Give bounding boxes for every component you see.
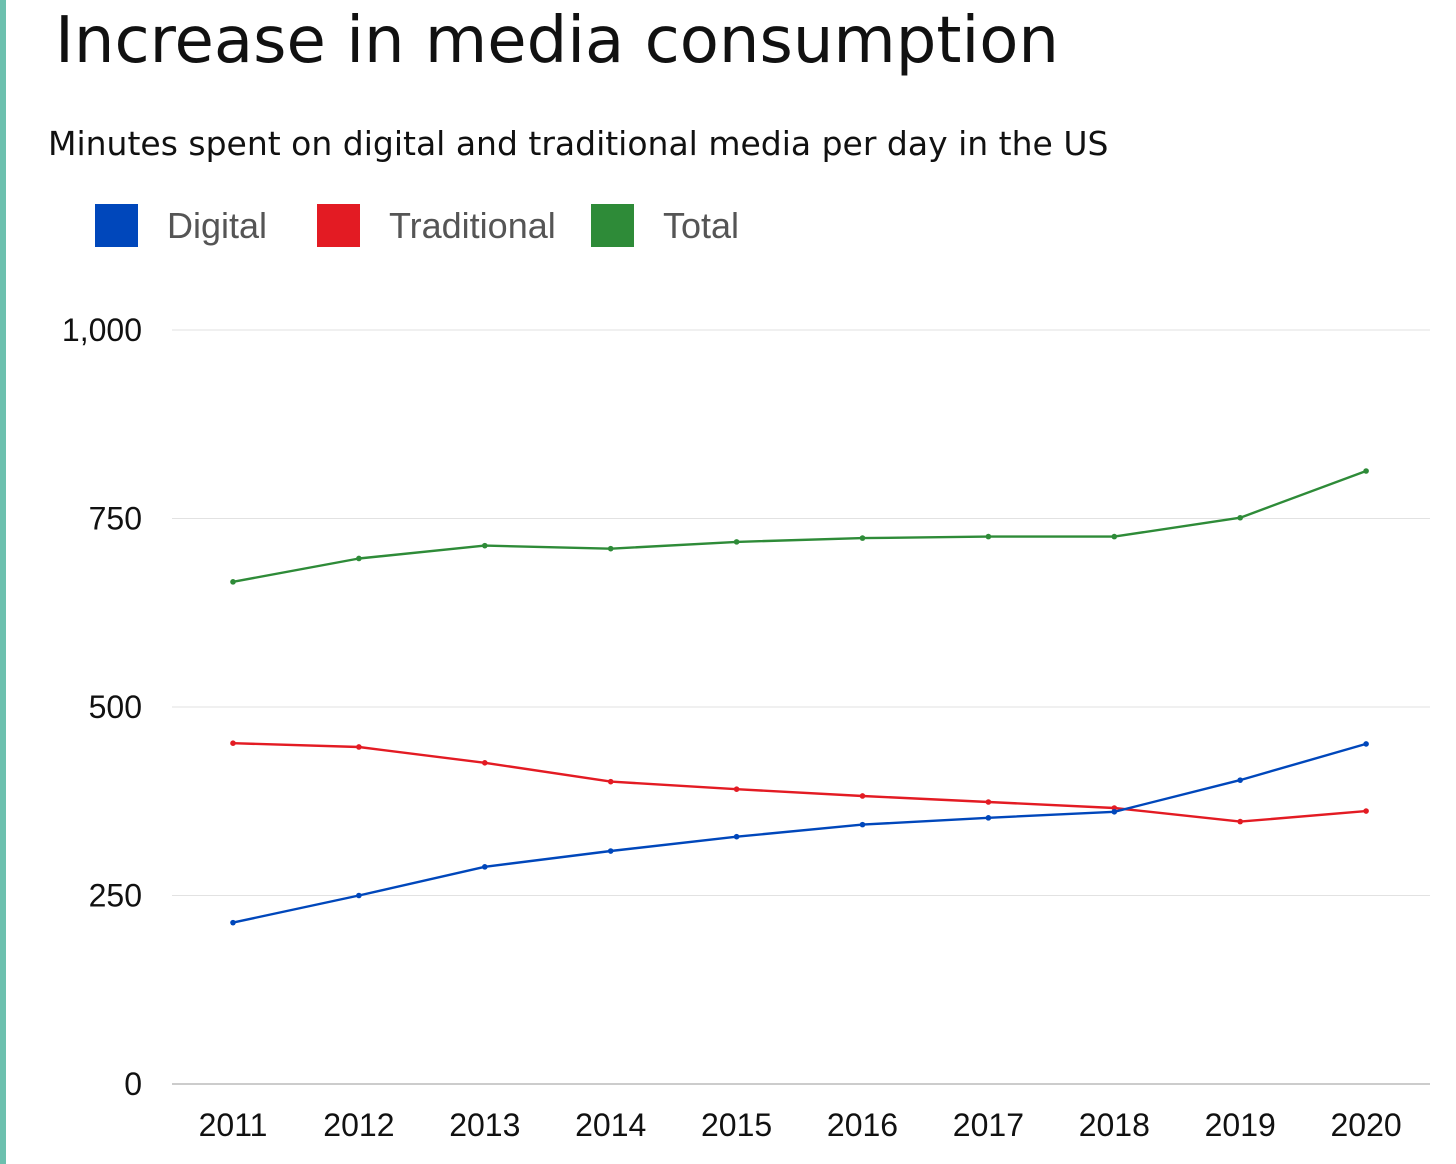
data-point-digital [1111,809,1118,815]
data-point-total [733,539,740,545]
data-point-total [1363,468,1369,474]
x-tick-label: 2018 [1079,1107,1150,1143]
data-point-digital [1363,741,1369,747]
data-point-digital [1237,777,1243,783]
data-point-digital [859,821,866,828]
x-tick-label: 2020 [1331,1107,1402,1143]
data-point-total [859,535,866,541]
data-point-total [1237,514,1243,521]
plot-area [230,468,1369,926]
legend-label-traditional: Traditional [389,205,556,246]
y-tick-label: 1,000 [62,312,142,348]
series-line-traditional [231,742,1368,823]
data-point-traditional [1363,808,1369,814]
legend-swatch-total [591,204,634,247]
series-line-digital [231,742,1368,924]
gridlines [172,329,1430,1085]
legend-swatch-digital [95,204,138,247]
x-tick-label: 2011 [199,1107,268,1143]
x-axis: 2011 2012 2013 2014 2015 2016 2017 2018 2019 2020 [199,1107,1402,1143]
data-point-digital [607,848,614,854]
data-point-digital [356,892,362,899]
data-point-digital [733,833,740,840]
x-tick-label: 2014 [575,1107,646,1143]
data-point-total [607,545,614,552]
legend-label-total: Total [663,205,739,246]
x-tick-label: 2013 [449,1107,520,1143]
data-point-traditional [1237,818,1243,825]
x-tick-label: 2015 [701,1107,772,1143]
data-point-digital [985,815,992,821]
legend-swatch-traditional [317,204,360,247]
chart-subtitle: Minutes spent on digital and traditional… [48,124,1109,163]
data-point-total [482,542,488,549]
x-tick-label: 2017 [953,1107,1024,1143]
legend-label-digital: Digital [167,205,267,246]
accent-bar [0,0,6,1164]
x-tick-label: 2012 [323,1107,394,1143]
data-point-total [985,533,992,540]
data-point-traditional [230,740,236,746]
legend: Digital Traditional Total [95,204,739,247]
y-tick-label: 250 [89,878,142,914]
data-point-total [1111,533,1118,540]
data-point-digital [230,919,236,926]
y-tick-label: 500 [89,689,142,725]
data-point-traditional [859,793,866,799]
data-point-traditional [733,786,740,792]
data-point-traditional [985,799,992,805]
data-point-traditional [482,759,488,766]
data-point-total [356,555,362,562]
data-point-traditional [356,744,362,750]
y-axis: 0 250 500 750 1,000 [62,312,142,1102]
y-tick-label: 750 [89,501,142,537]
y-tick-label: 0 [124,1066,142,1102]
chart-title: Increase in media consumption [55,4,1059,78]
data-point-total [230,579,236,585]
series-line-total [231,469,1368,583]
x-tick-label: 2019 [1205,1107,1276,1143]
data-point-traditional [607,778,614,785]
data-point-digital [482,864,488,870]
x-tick-label: 2016 [827,1107,898,1143]
